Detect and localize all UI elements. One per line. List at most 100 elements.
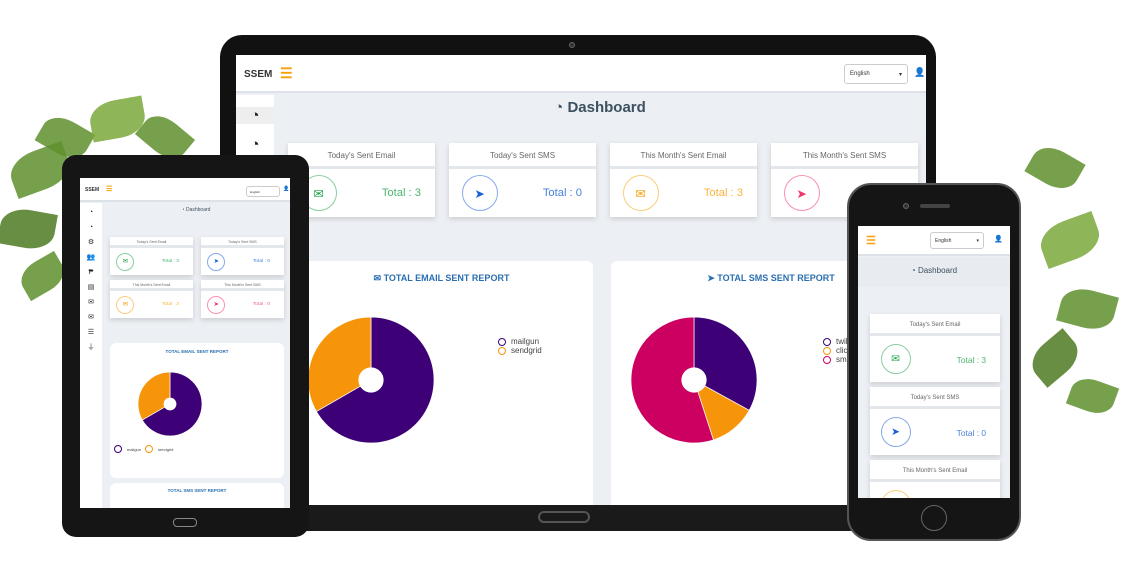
- stat-card-total: Total : 3: [703, 187, 743, 200]
- paper-plane-icon: ➤: [880, 417, 911, 447]
- page-title: Dashboard: [185, 207, 211, 213]
- sidebar-dashboard2-icon[interactable]: ◔: [250, 136, 260, 153]
- email-legend: mailgun sendgrid: [498, 337, 542, 355]
- dashboard-icon: ◔: [910, 266, 918, 275]
- sidebar-icons[interactable]: ◔ ◔ ⚙ 👥 ₱ ▤ ✉ ✉ ☰ ⏚: [86, 209, 96, 351]
- paper-plane-icon: ➤: [461, 175, 498, 211]
- stat-card-title: Today's Sent SMS: [870, 387, 1000, 409]
- page-title: ◔ Dashboard: [554, 99, 646, 116]
- email-pie-chart: [308, 317, 434, 443]
- phone-speaker: [920, 204, 950, 208]
- page-title: Dashboard: [917, 266, 958, 275]
- envelope-icon: ✉: [116, 252, 135, 271]
- laptop-camera: [569, 42, 575, 48]
- email-report-panel: ✉ TOTAL EMAIL SENT REPORT mailgun sendgri…: [290, 261, 593, 505]
- menu-toggle-button[interactable]: ☰: [106, 186, 113, 193]
- email-report-title: TOTAL EMAIL SENT REPORT: [383, 273, 510, 283]
- stat-card-total: Total : 0: [956, 427, 986, 438]
- pie-slice-twili[interactable]: [693, 317, 757, 411]
- stat-card: This Month's Sent Email ✉ Total : 3: [870, 460, 1000, 498]
- legend-item[interactable]: sendgrid: [498, 346, 542, 355]
- legend-marker: [498, 337, 506, 346]
- sms-report-title: TOTAL SMS SENT REPORT: [717, 273, 835, 283]
- stat-card: Today's Sent Email ✉ Total : 3: [110, 237, 193, 275]
- sms-pie-chart: [631, 317, 757, 443]
- brand: SSEM: [85, 187, 100, 193]
- user-icon[interactable]: 👤: [283, 186, 290, 192]
- legend-item[interactable]: smsg: [823, 355, 855, 364]
- stat-card-title: Today's Sent Email: [870, 314, 1000, 336]
- legend-item[interactable]: mailgun: [114, 445, 141, 453]
- email-report-panel: TOTAL EMAIL SENT REPORT mailgun sendgrid: [110, 343, 284, 478]
- phone-camera: [903, 203, 909, 209]
- email-legend: mailgun sendgrid: [114, 445, 173, 453]
- legend-marker: [823, 355, 831, 364]
- envelope-icon: ✉: [880, 344, 911, 374]
- legend-item[interactable]: twili: [823, 337, 855, 346]
- legend-item[interactable]: click: [823, 346, 855, 355]
- envelope-icon: ✉: [373, 273, 384, 283]
- language-select[interactable]: English: [246, 186, 280, 197]
- legend-label: sendgrid: [511, 346, 542, 355]
- sms-legend: twili click smsg: [823, 337, 855, 364]
- legend-item[interactable]: sendgrid: [145, 445, 173, 453]
- stat-card: This Month's Sent SMS ➤ Total : 0: [201, 280, 284, 318]
- pie-hole: [681, 367, 707, 393]
- stat-card: Today's Sent SMS ➤ Total : 0: [449, 143, 596, 217]
- stat-card-total: Total : 0: [252, 302, 270, 308]
- email-report-title: TOTAL EMAIL SENT REPORT: [165, 349, 229, 354]
- menu-toggle-button[interactable]: ☰: [280, 65, 293, 81]
- stat-card-title: This Month's Sent Email: [110, 280, 193, 291]
- legend-label: sendgrid: [158, 446, 174, 452]
- stat-card-title: This Month's Sent Email: [610, 143, 757, 169]
- legend-label: twili: [836, 337, 850, 346]
- pie-hole: [358, 367, 384, 393]
- phone-home-button[interactable]: [921, 505, 947, 531]
- pie-slice-sendgrid[interactable]: [308, 317, 372, 412]
- stat-card-total: Total : 0: [542, 187, 582, 200]
- legend-marker: [114, 445, 122, 453]
- sidebar: ◔ ◔ ⚙ 👥 ₱ ▤ ✉ ✉ ☰ ⏚: [80, 203, 102, 508]
- menu-toggle-button[interactable]: ☰: [866, 235, 876, 247]
- paper-plane-icon: ➤: [207, 295, 226, 314]
- pie-slice-smsg[interactable]: [631, 317, 714, 443]
- legend-label: mailgun: [127, 446, 142, 452]
- user-icon[interactable]: 👤: [994, 236, 1003, 243]
- stat-card: Today's Sent Email ✉ Total : 3: [870, 314, 1000, 382]
- pie-hole: [163, 397, 177, 411]
- paper-plane-icon: ➤: [783, 175, 820, 211]
- paper-plane-icon: ➤: [207, 252, 226, 271]
- legend-marker: [823, 346, 831, 355]
- sms-report-panel: TOTAL SMS SENT REPORT: [110, 483, 284, 508]
- language-select[interactable]: English ▾: [844, 64, 908, 84]
- legend-item[interactable]: mailgun: [498, 337, 542, 346]
- tablet-home-button[interactable]: [173, 518, 197, 527]
- top-header: SSEM ☰ English ▾ 👤: [236, 55, 926, 93]
- stat-card: This Month's Sent Email ✉ Total : 3: [610, 143, 757, 217]
- user-icon[interactable]: 👤: [914, 67, 926, 77]
- stat-card-title: Today's Sent SMS: [449, 143, 596, 169]
- language-select[interactable]: English ▾: [930, 232, 984, 249]
- dashboard-icon: ◔: [554, 99, 568, 116]
- stat-card-title: Today's Sent Email: [288, 143, 435, 169]
- email-pie-chart: [138, 372, 202, 436]
- stat-card: Today's Sent SMS ➤ Total : 0: [201, 237, 284, 275]
- legend-label: smsg: [836, 355, 856, 364]
- stat-card-title: Today's Sent SMS: [201, 237, 284, 248]
- legend-marker: [498, 346, 506, 355]
- sidebar-dashboard-icon[interactable]: ◔: [236, 107, 274, 124]
- phone-screen: ☰ English ▾ 👤 ◔ Dashboard Today's Sent Em…: [858, 226, 1010, 498]
- tablet-screen: SSEM ☰ English 👤 ◔ ◔ ⚙ 👥 ₱ ▤ ✉ ✉ ☰ ⏚ ◔ Dashboard …: [80, 178, 290, 508]
- stat-card-total: Total : 3: [161, 259, 179, 265]
- laptop-notch: [538, 511, 590, 523]
- envelope-icon: ✉: [622, 175, 659, 211]
- laptop-screen: SSEM ☰ English ▾ 👤 ◔ ◔ ◔ Dashboard Today'…: [236, 55, 926, 505]
- dashboard-icon: ◔: [181, 207, 186, 213]
- stat-card-title: Today's Sent Email: [110, 237, 193, 248]
- paper-plane-icon: ➤: [707, 273, 718, 283]
- stat-card-title: This Month's Sent Email: [870, 460, 1000, 482]
- stat-card-total: Total : 0: [252, 259, 270, 265]
- pie-slice-sendgrid[interactable]: [138, 372, 171, 421]
- legend-label: mailgun: [511, 337, 540, 346]
- envelope-icon: ✉: [880, 490, 911, 498]
